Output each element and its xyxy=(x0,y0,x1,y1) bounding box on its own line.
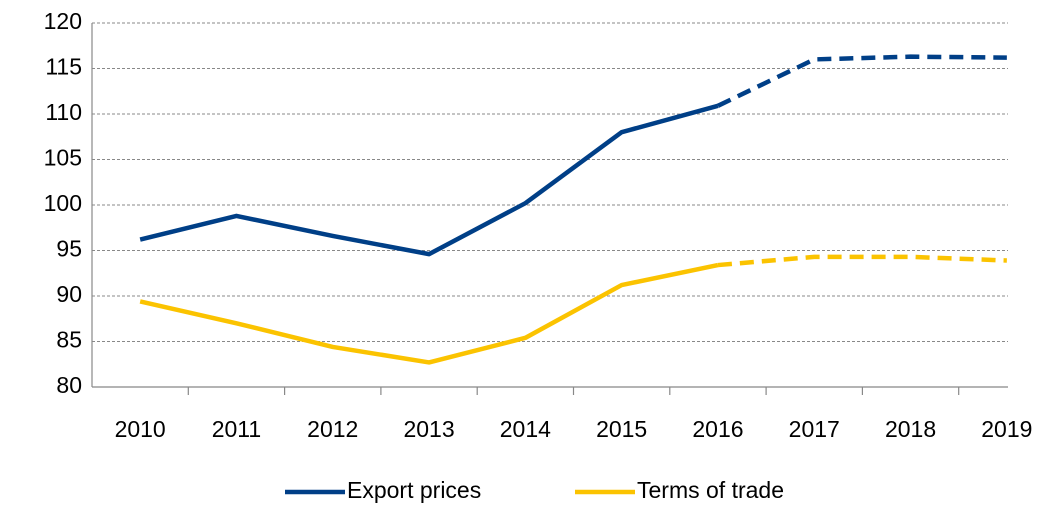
y-tick-label: 85 xyxy=(56,327,82,353)
y-tick-label: 95 xyxy=(56,236,82,262)
x-tick-label: 2014 xyxy=(500,416,551,442)
y-tick-label: 110 xyxy=(45,99,82,125)
x-tick-label: 2013 xyxy=(403,416,454,442)
x-tick-label: 2011 xyxy=(212,416,261,442)
y-tick-label: 120 xyxy=(44,8,82,34)
line-forecast xyxy=(716,54,1007,108)
x-tick-label: 2016 xyxy=(692,416,743,442)
y-tick-label: 105 xyxy=(44,145,82,171)
line xyxy=(139,103,719,257)
y-tick-label: 80 xyxy=(56,372,82,398)
y-tick-label: 115 xyxy=(45,54,82,80)
x-tick-label: 2018 xyxy=(885,416,936,442)
line-forecast xyxy=(717,254,1007,268)
y-tick-label: 90 xyxy=(56,281,82,307)
legend-label: Terms of trade xyxy=(637,477,784,503)
x-tick-label: 2010 xyxy=(115,416,166,442)
x-tick-label: 2017 xyxy=(789,416,840,442)
line xyxy=(139,262,719,365)
x-tick-label: 2019 xyxy=(981,416,1032,442)
x-tick-label: 2015 xyxy=(596,416,647,442)
x-tick-label: 2012 xyxy=(307,416,358,442)
y-tick-label: 100 xyxy=(44,190,82,216)
legend-label: Export prices xyxy=(347,477,481,503)
